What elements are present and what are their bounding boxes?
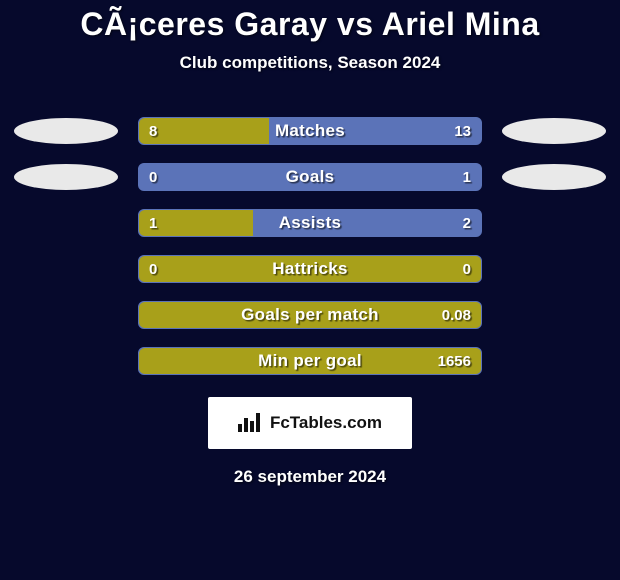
stat-bar: Min per goal 1656 (138, 347, 482, 375)
stat-value-right: 0.08 (442, 302, 471, 328)
stat-value-right: 2 (463, 210, 471, 236)
stat-value-right: 1 (463, 164, 471, 190)
stat-rows: 8 Matches 13 0 Goals 1 1 Assists 2 (0, 117, 620, 375)
stat-label: Goals per match (139, 302, 481, 328)
player1-bubble (14, 164, 118, 190)
stat-bar: 1 Assists 2 (138, 209, 482, 237)
stat-label: Goals (139, 164, 481, 190)
stat-label: Assists (139, 210, 481, 236)
stat-row: Min per goal 1656 (0, 347, 620, 375)
footer-date: 26 september 2024 (0, 467, 620, 487)
stat-bar: 8 Matches 13 (138, 117, 482, 145)
comparison-canvas: CÃ¡ceres Garay vs Ariel Mina Club compet… (0, 0, 620, 580)
brand-badge: FcTables.com (208, 397, 412, 449)
page-subtitle: Club competitions, Season 2024 (0, 53, 620, 73)
bars-icon (238, 410, 264, 437)
brand-text: FcTables.com (270, 413, 382, 433)
stat-label: Hattricks (139, 256, 481, 282)
player2-bubble (502, 118, 606, 144)
stat-label: Matches (139, 118, 481, 144)
stat-value-right: 13 (454, 118, 471, 144)
player1-bubble (14, 118, 118, 144)
stat-bar: Goals per match 0.08 (138, 301, 482, 329)
player2-bubble (502, 164, 606, 190)
stat-label: Min per goal (139, 348, 481, 374)
page-title: CÃ¡ceres Garay vs Ariel Mina (0, 0, 620, 43)
stat-row: 1 Assists 2 (0, 209, 620, 237)
stat-row: 0 Goals 1 (0, 163, 620, 191)
stat-row: 8 Matches 13 (0, 117, 620, 145)
stat-row: Goals per match 0.08 (0, 301, 620, 329)
stat-bar: 0 Goals 1 (138, 163, 482, 191)
stat-bar: 0 Hattricks 0 (138, 255, 482, 283)
stat-row: 0 Hattricks 0 (0, 255, 620, 283)
stat-value-right: 1656 (438, 348, 471, 374)
stat-value-right: 0 (463, 256, 471, 282)
